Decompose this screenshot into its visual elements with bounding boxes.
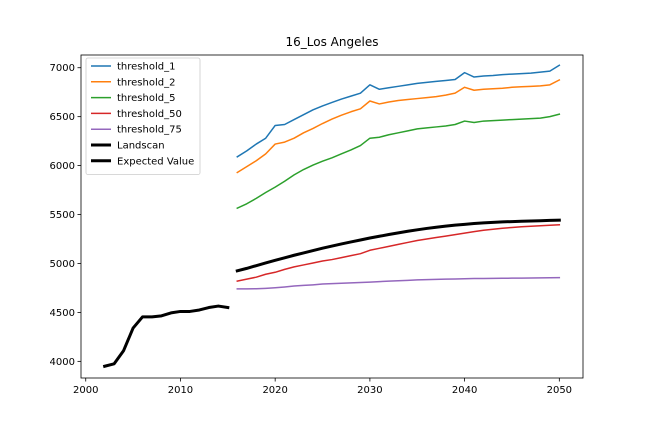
- series-line-threshold-50: [236, 224, 561, 282]
- y-tick-label: 5500: [50, 210, 75, 221]
- y-tick-label: 4000: [50, 357, 75, 368]
- legend-box: [85, 57, 201, 175]
- y-tick-label: 7000: [50, 63, 75, 74]
- legend-label-threshold-1: threshold_1: [117, 62, 175, 73]
- legend-label-threshold-75: threshold_75: [117, 125, 182, 136]
- legend-label-threshold-5: threshold_5: [117, 93, 175, 104]
- legend-label-expected-value: Expected Value: [117, 156, 194, 167]
- series-line-landscan: [102, 304, 230, 369]
- plot-frame: [80, 54, 584, 379]
- x-tick-label: 2020: [262, 385, 287, 396]
- series-layer: [102, 64, 561, 369]
- x-tick-label: 2050: [547, 385, 572, 396]
- x-tick-label: 2010: [168, 385, 193, 396]
- legend-label-landscan: Landscan: [117, 141, 165, 152]
- legend: threshold_1 threshold_2 threshold_5thresho…: [85, 57, 201, 175]
- y-tick-label: 6000: [50, 161, 75, 172]
- y-tick-label: 5000: [50, 259, 75, 270]
- series-line-threshold-5: [236, 113, 561, 210]
- chart-title: 16_Los Angeles: [286, 35, 379, 49]
- series-line-expected-value: [235, 218, 561, 273]
- series-line-threshold-75: [236, 276, 561, 290]
- x-tick-label: 2040: [452, 385, 477, 396]
- y-tick-label: 6500: [50, 112, 75, 123]
- y-tick-label: 4500: [50, 308, 75, 319]
- axes-layer: 2000 2010 2020 2030 2040 2050 4000 4500 5000 5500…: [50, 54, 584, 396]
- series-line-threshold-1: [236, 64, 561, 158]
- x-tick-label: 2030: [357, 385, 382, 396]
- legend-label-threshold-2: threshold_2: [117, 77, 175, 88]
- series-line-threshold-2: [236, 78, 561, 174]
- legend-label-threshold-50: threshold_50: [117, 109, 182, 120]
- x-tick-label: 2000: [73, 385, 98, 396]
